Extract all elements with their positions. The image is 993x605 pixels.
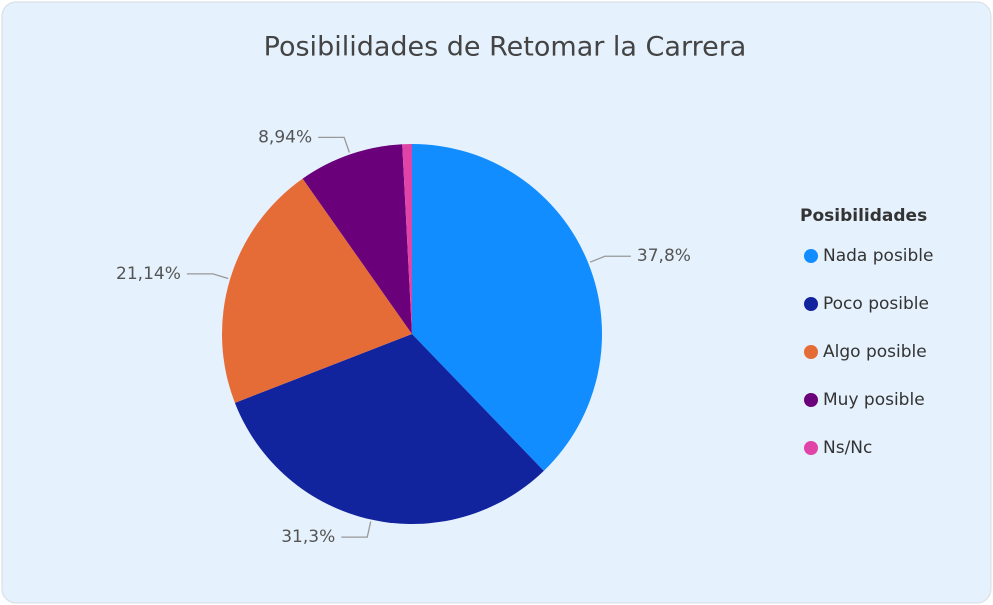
- legend-label: Poco posible: [823, 294, 929, 314]
- leader-line: [318, 136, 350, 153]
- legend-marker: [804, 393, 818, 407]
- leader-line: [186, 273, 229, 280]
- legend-label: Ns/Nc: [823, 438, 872, 458]
- pie-slice: [412, 144, 602, 471]
- pie-slice: [234, 334, 544, 524]
- data-label: 8,94%: [258, 127, 312, 147]
- pie-slice: [402, 144, 412, 334]
- pie-slice: [222, 178, 412, 403]
- data-label: 21,14%: [116, 264, 181, 284]
- data-label: 31,3%: [281, 527, 335, 547]
- legend-label: Muy posible: [823, 390, 925, 410]
- pie-slice: [302, 144, 412, 334]
- chart-title: Posibilidades de Retomar la Carrera: [264, 32, 747, 63]
- legend-marker: [804, 297, 818, 311]
- legend-marker: [804, 249, 818, 263]
- data-label: 37,8%: [637, 246, 691, 266]
- leader-line: [341, 521, 372, 538]
- legend-marker: [804, 345, 818, 359]
- legend-label: Algo posible: [823, 342, 927, 362]
- legend-title: Posibilidades: [800, 206, 927, 226]
- legend-label: Nada posible: [823, 246, 934, 266]
- legend-marker: [804, 441, 818, 455]
- leader-line: [589, 255, 631, 263]
